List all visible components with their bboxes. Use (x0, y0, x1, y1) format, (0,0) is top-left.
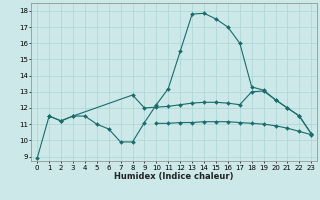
X-axis label: Humidex (Indice chaleur): Humidex (Indice chaleur) (115, 172, 234, 181)
